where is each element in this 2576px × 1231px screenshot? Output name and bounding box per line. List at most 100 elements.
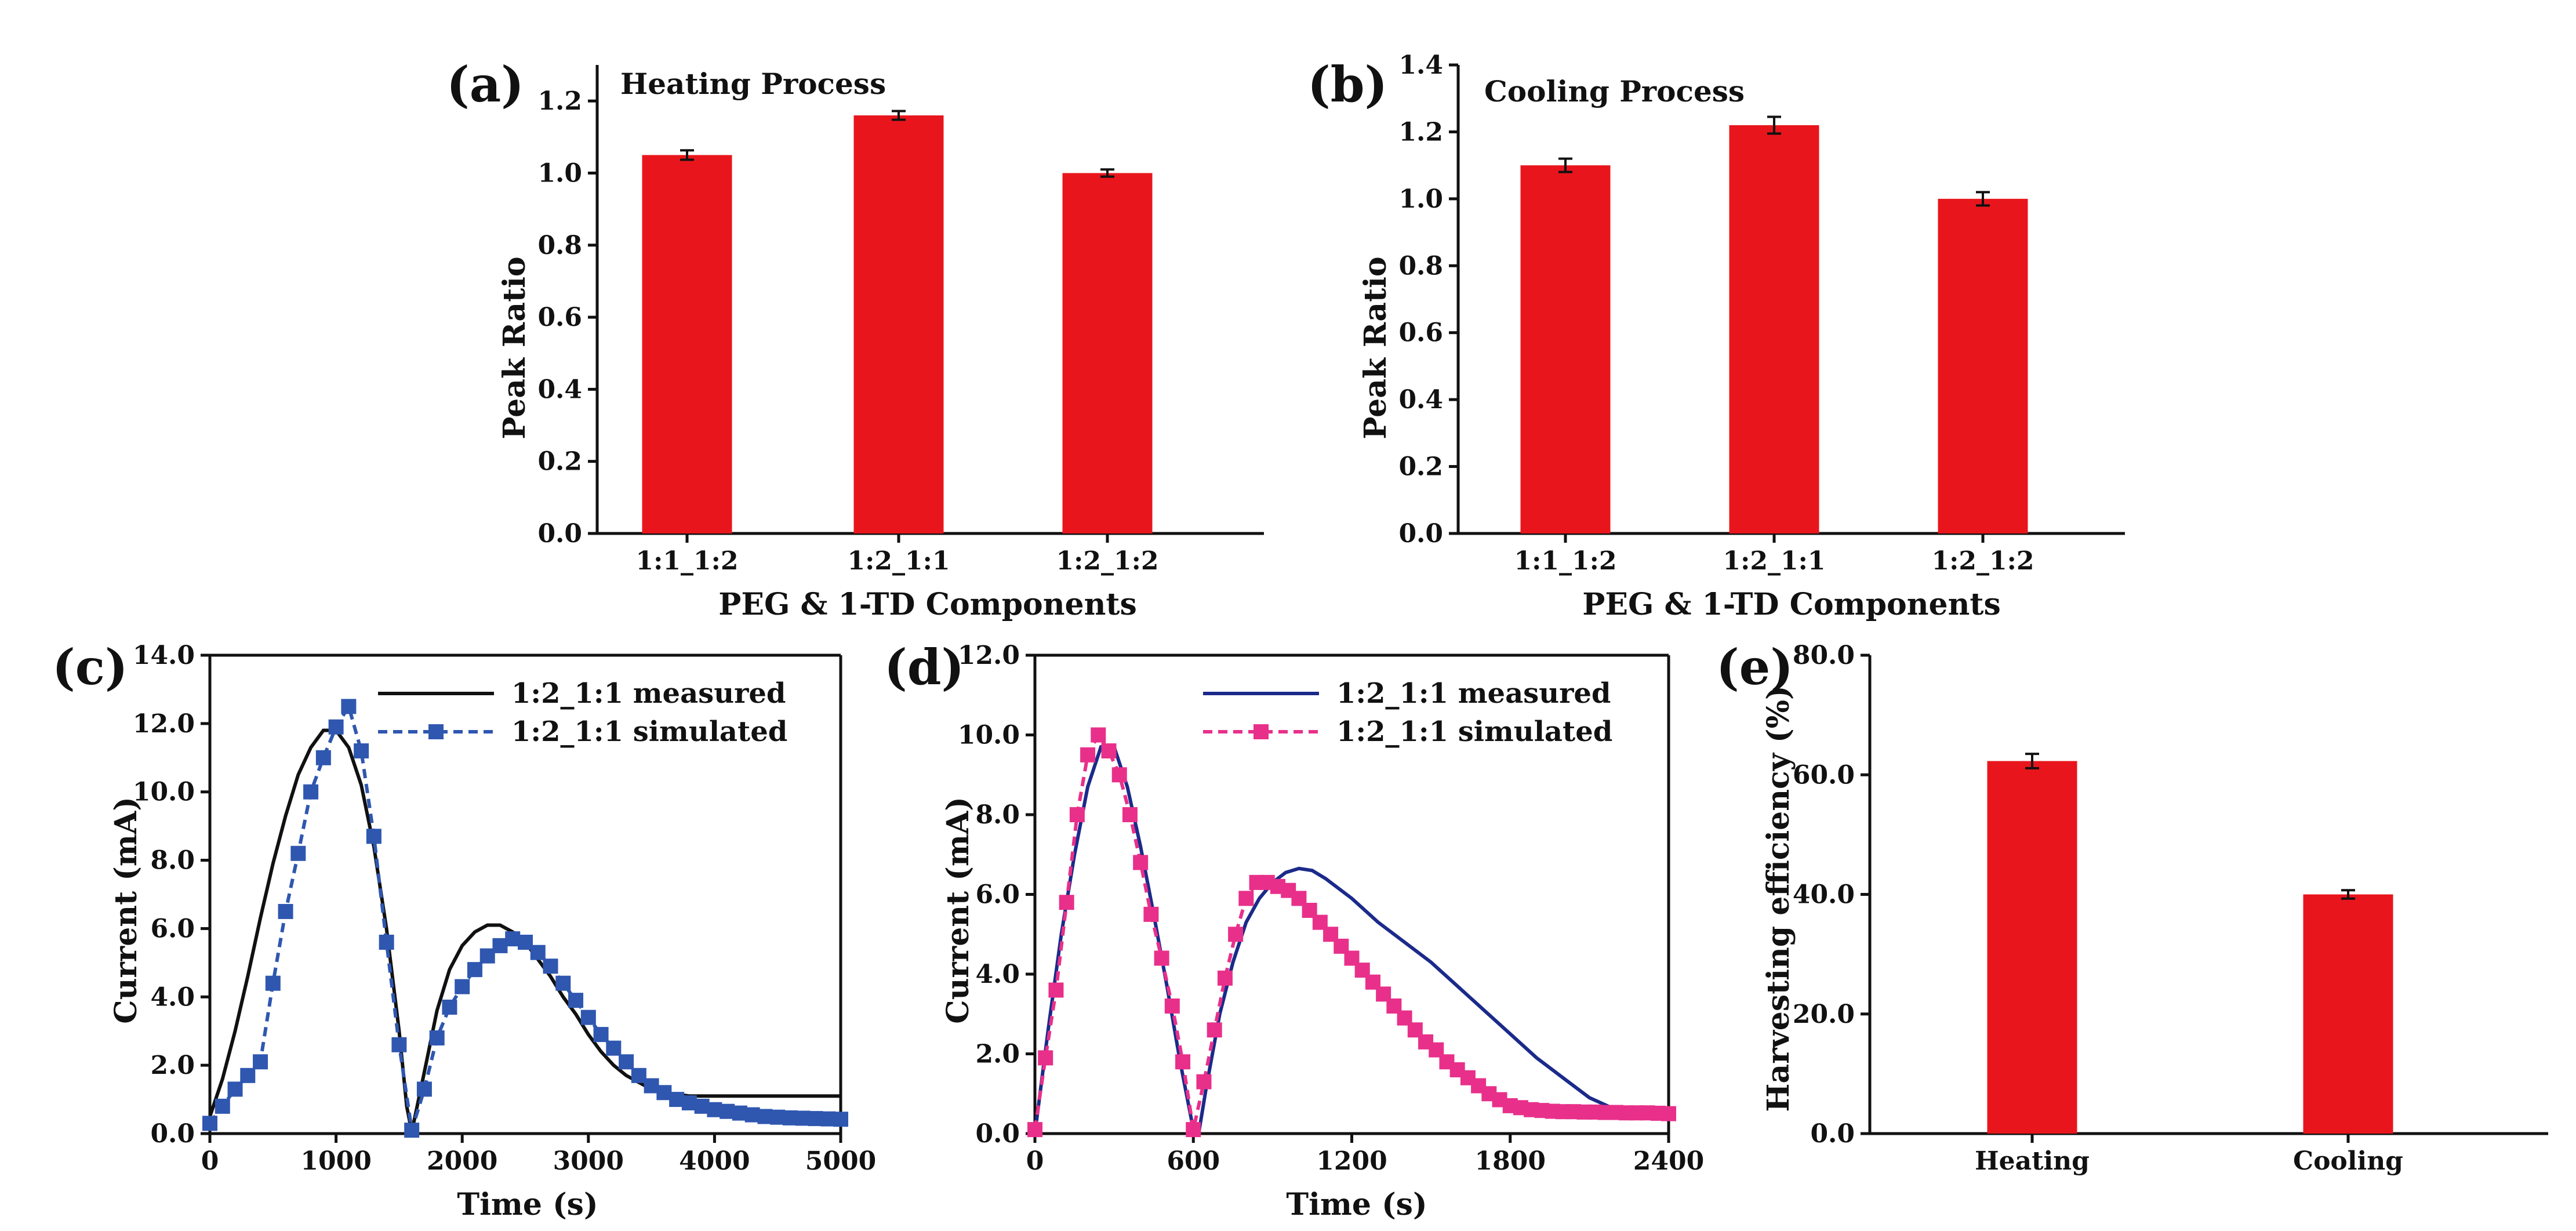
a-bar-1-1-1-2 — [642, 155, 732, 533]
c-y-tick-label: 6.0 — [150, 914, 195, 943]
c-y-tick-label: 8.0 — [150, 846, 195, 876]
e-y-tick-label: 60.0 — [1793, 760, 1855, 790]
panel-a-ylabel: Peak Ratio — [497, 256, 532, 439]
c-simulated-point — [341, 699, 357, 714]
c-simulated-point — [669, 1092, 685, 1107]
c-simulated-point — [455, 979, 470, 994]
panel-c-label: (c) — [52, 638, 128, 696]
c-simulated-point — [568, 993, 584, 1008]
c-simulated-point — [543, 958, 558, 974]
c-simulated-point — [518, 935, 533, 950]
c-simulated-point — [833, 1112, 848, 1127]
c-simulated-point — [416, 1081, 432, 1097]
d-simulated-point — [1238, 891, 1254, 906]
c-simulated-point — [782, 1110, 798, 1125]
d-simulated-point — [1101, 743, 1117, 758]
e-y-tick-label: 80.0 — [1793, 641, 1855, 670]
panel-c-xlabel: Time (s) — [457, 1187, 598, 1222]
panel-b: (b) Cooling Process PEG & 1-TD Component… — [1307, 50, 2125, 622]
d-simulated-point — [1038, 1050, 1053, 1066]
b-y-tick-label: 0.6 — [1398, 318, 1443, 348]
panel-d: (d) Time (s) Current (mA) 0.0 2.0 4.0 6.0 8.… — [884, 638, 1704, 1222]
d-simulated-point — [1059, 895, 1074, 910]
c-simulated-point — [315, 750, 331, 765]
c-simulated-point — [606, 1040, 622, 1056]
a-bar-1-2-1-1 — [853, 115, 944, 533]
b-x-tick-label: 1:2_1:2 — [1932, 546, 2034, 576]
b-y-tick-label: 1.4 — [1398, 50, 1443, 80]
b-y-tick-label: 0.4 — [1398, 385, 1443, 415]
d-simulated-point — [1175, 1054, 1191, 1070]
d-y-tick-label: 6.0 — [975, 880, 1020, 910]
c-simulated-point — [530, 945, 546, 960]
d-x-tick-label: 1200 — [1316, 1146, 1387, 1176]
a-y-tick-label: 1.0 — [537, 158, 582, 188]
d-simulated-point — [1661, 1106, 1676, 1121]
d-legend-label-0: 1:2_1:1 measured — [1336, 677, 1611, 710]
c-x-tick-label: 1000 — [300, 1146, 371, 1176]
c-simulated-point — [265, 975, 281, 991]
panel-e-ylabel: Harvesting efficiency (%) — [1761, 685, 1796, 1112]
c-simulated-point — [354, 743, 369, 758]
panel-d-xlabel: Time (s) — [1286, 1187, 1427, 1222]
d-simulated-point — [1091, 727, 1106, 743]
d-y-tick-label: 0.0 — [975, 1119, 1020, 1149]
d-y-tick-label: 4.0 — [975, 960, 1020, 989]
b-bar-1-2-1-1 — [1729, 125, 1819, 533]
c-legend-marker — [428, 724, 444, 739]
e-y-tick-label: 0.0 — [1810, 1119, 1855, 1149]
panel-d-label: (d) — [884, 638, 964, 696]
c-y-tick-label: 12.0 — [133, 709, 195, 739]
c-y-tick-label: 2.0 — [150, 1051, 195, 1080]
panel-a-xlabel: PEG & 1-TD Components — [718, 587, 1136, 622]
e-x-tick-label: Heating — [1975, 1146, 2090, 1176]
c-simulated-point — [644, 1078, 659, 1094]
d-simulated-point — [1154, 950, 1169, 966]
panel-e: (e) Harvesting efficiency (%) 0.0 20.0 40.… — [1716, 638, 2548, 1176]
c-simulated-point — [467, 962, 482, 978]
d-x-tick-label: 0 — [1026, 1146, 1044, 1176]
a-y-tick-label: 1.2 — [537, 86, 582, 116]
b-y-tick-label: 0.8 — [1398, 251, 1443, 281]
a-x-tick-label: 1:2_1:2 — [1056, 546, 1159, 576]
c-simulated-point — [215, 1098, 230, 1114]
e-y-tick-label: 20.0 — [1793, 1000, 1855, 1029]
panel-a-title: Heating Process — [620, 67, 886, 101]
panel-e-label: (e) — [1716, 638, 1793, 696]
c-simulated-point — [694, 1098, 710, 1114]
c-simulated-point — [479, 948, 495, 964]
panel-b-xlabel: PEG & 1-TD Components — [1582, 587, 2000, 622]
c-x-tick-label: 5000 — [805, 1146, 876, 1176]
a-x-tick-label: 1:2_1:1 — [848, 546, 950, 576]
a-y-tick-label: 0.4 — [537, 375, 582, 404]
c-simulated-point — [580, 1010, 596, 1025]
c-legend-label-1: 1:2_1:1 simulated — [511, 716, 787, 748]
c-simulated-point — [404, 1123, 420, 1138]
c-y-tick-label: 14.0 — [133, 641, 195, 670]
b-bar-1-1-1-2 — [1520, 165, 1611, 534]
d-simulated-point — [1048, 982, 1064, 998]
d-simulated-point — [1186, 1122, 1201, 1138]
e-y-tick-label: 40.0 — [1793, 880, 1855, 910]
d-simulated-point — [1133, 855, 1149, 870]
d-simulated-point — [1143, 906, 1159, 922]
c-y-tick-label: 0.0 — [150, 1119, 195, 1149]
d-simulated-point — [1122, 807, 1138, 822]
c-x-tick-label: 4000 — [679, 1146, 750, 1176]
d-y-tick-label: 10.0 — [958, 721, 1020, 750]
e-bar-cooling — [2303, 894, 2393, 1134]
panel-d-ylabel: Current (mA) — [940, 797, 976, 1024]
d-x-tick-label: 1800 — [1475, 1146, 1546, 1176]
c-simulated-point — [227, 1081, 243, 1097]
panel-a-label: (a) — [446, 56, 524, 113]
c-x-tick-label: 2000 — [427, 1146, 497, 1176]
a-y-tick-label: 0.6 — [537, 303, 582, 332]
d-y-tick-label: 8.0 — [975, 800, 1020, 830]
d-simulated-point — [1228, 927, 1244, 942]
b-x-tick-label: 1:2_1:1 — [1723, 546, 1826, 576]
c-simulated-point — [492, 938, 508, 953]
panel-c: (c) Time (s) Current (mA) 0.0 2.0 4.0 6.0 8.… — [52, 638, 876, 1222]
panel-b-ylabel: Peak Ratio — [1358, 256, 1393, 439]
c-simulated-point — [429, 1030, 445, 1045]
c-x-tick-label: 3000 — [553, 1146, 624, 1176]
